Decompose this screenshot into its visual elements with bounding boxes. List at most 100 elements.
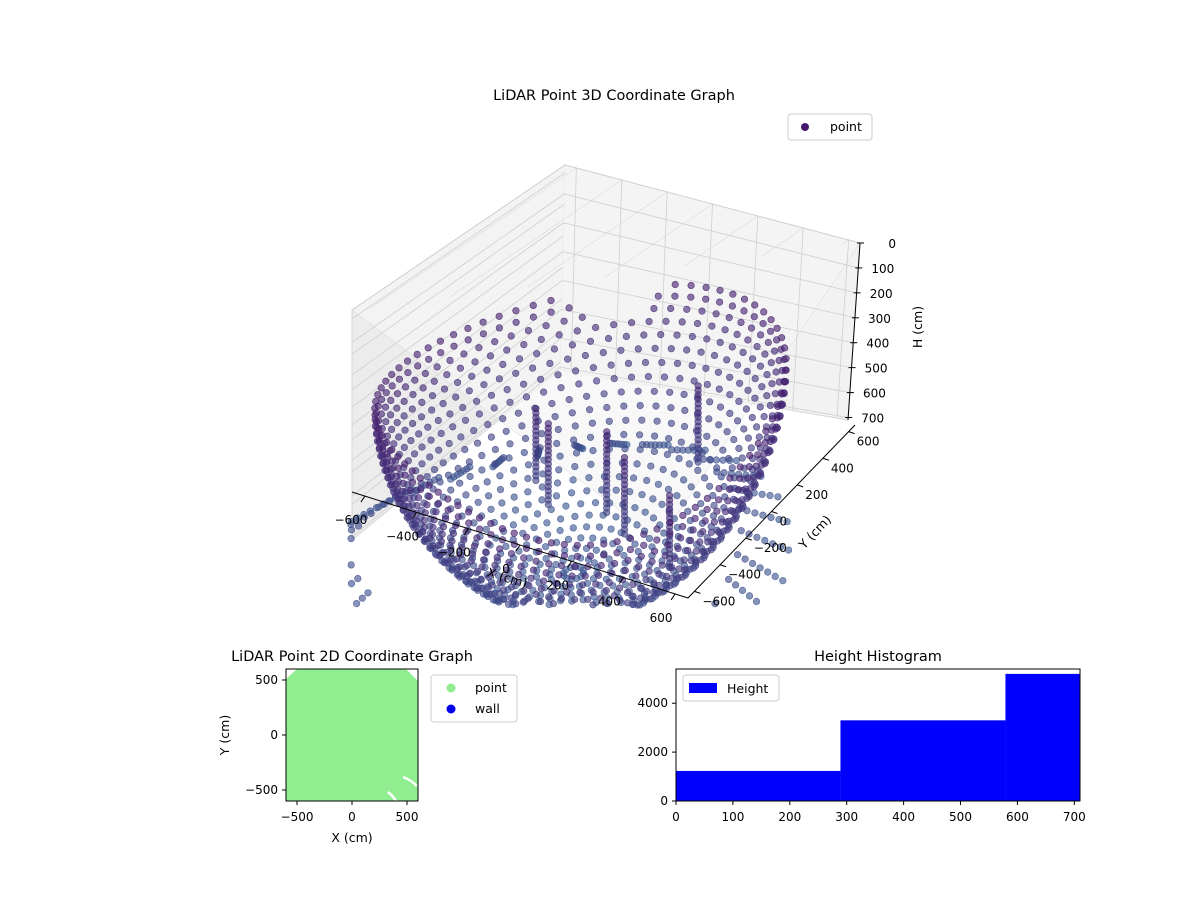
y-axis-label-2d: Y (cm) xyxy=(217,715,232,756)
lidar-point xyxy=(640,541,648,549)
lidar-point xyxy=(500,595,508,603)
lidar-point xyxy=(664,485,673,494)
lidar-point xyxy=(779,577,787,585)
z-axis-label: H (cm) xyxy=(910,306,925,348)
lidar-point xyxy=(700,474,709,482)
lidar-point xyxy=(766,401,775,410)
lidar-point xyxy=(372,504,381,512)
legend-marker-point-2d xyxy=(446,683,456,693)
lidar-point xyxy=(654,480,663,488)
grid-line-x xyxy=(570,167,577,372)
histogram-title: Height Histogram xyxy=(814,649,942,665)
lidar-point xyxy=(388,370,396,379)
lidar-point xyxy=(649,514,658,522)
lidar-point xyxy=(751,509,759,517)
lidar-point xyxy=(585,474,593,482)
lidar-point xyxy=(473,397,481,405)
histogram-bar xyxy=(1005,673,1080,801)
lidar-point xyxy=(734,486,742,494)
lidar-point xyxy=(657,331,665,339)
lidar-point xyxy=(567,489,576,497)
lidar-point xyxy=(610,592,618,600)
lidar-point xyxy=(693,319,702,328)
lidar-point xyxy=(456,563,464,571)
lidar-point xyxy=(390,440,398,448)
lidar-point xyxy=(454,464,462,473)
lidar-point xyxy=(741,555,749,563)
lidar-point xyxy=(553,439,561,448)
lidar-point xyxy=(578,313,586,321)
lidar-point xyxy=(544,420,552,428)
lidar-point xyxy=(694,382,702,390)
lidar-point xyxy=(589,601,597,609)
lidar-point xyxy=(565,580,574,589)
lidar-point xyxy=(381,403,390,411)
lidar-point xyxy=(637,584,645,592)
lidar-point xyxy=(537,335,545,344)
lidar-point xyxy=(665,492,674,500)
empty-corner-top-left xyxy=(286,669,297,679)
lidar-point xyxy=(388,457,396,465)
lidar-point xyxy=(733,417,742,425)
lidar-point xyxy=(521,434,530,443)
lidar-point xyxy=(708,322,716,330)
lidar-point xyxy=(726,391,734,399)
lidar-point xyxy=(372,418,381,426)
lidar-point xyxy=(631,540,639,548)
lidar-point xyxy=(711,600,719,608)
lidar-point xyxy=(706,398,714,406)
lidar-point xyxy=(650,579,658,587)
lidar-point xyxy=(592,580,600,588)
lidar-point xyxy=(650,432,659,440)
lidar-point xyxy=(581,351,590,360)
lidar-point xyxy=(423,473,431,481)
x-tick-label-2d: −500 xyxy=(281,810,314,824)
lidar-point xyxy=(667,345,675,353)
lidar-point xyxy=(643,476,651,485)
lidar-point xyxy=(393,419,401,427)
z-axis-ticks: 0 100 200 300 400 500 600 700 xyxy=(845,237,896,426)
grid-line-x xyxy=(614,179,623,380)
y-tick-mark xyxy=(848,431,855,435)
lidar-point xyxy=(737,527,745,535)
lidar-point xyxy=(448,537,456,545)
lidar-point xyxy=(769,540,777,548)
lidar-point xyxy=(588,419,597,427)
lidar-point xyxy=(699,547,707,556)
lidar-point xyxy=(515,547,523,555)
lidar-point xyxy=(577,500,585,508)
lidar-point xyxy=(781,378,789,386)
lidar-point xyxy=(688,361,696,370)
lidar-point xyxy=(766,327,775,335)
lidar-point xyxy=(650,547,659,555)
lidar-point xyxy=(539,577,548,585)
lidar-point xyxy=(393,390,402,398)
lidar-point xyxy=(530,523,538,532)
chart-histogram: Height Histogram 0 100 200 300 400 500 600 7000… xyxy=(637,649,1085,824)
lidar-point xyxy=(470,427,478,435)
lidar-point xyxy=(545,593,553,601)
lidar-point xyxy=(726,409,734,418)
lidar-point xyxy=(678,318,686,326)
lidar-point xyxy=(478,452,486,460)
lidar-point xyxy=(775,515,783,524)
lidar-point xyxy=(581,572,589,580)
lidar-point xyxy=(733,551,742,559)
lidar-point xyxy=(613,538,621,546)
legend-patch-height xyxy=(689,683,717,693)
lidar-point xyxy=(466,472,474,481)
lidar-point xyxy=(671,280,679,289)
lidar-point xyxy=(640,530,648,538)
lidar-point xyxy=(671,554,679,563)
lidar-point xyxy=(543,530,552,538)
hist-x-tick-label: 700 xyxy=(1063,810,1086,824)
hist-y-tick-label: 0 xyxy=(660,794,668,808)
lidar-point xyxy=(524,327,533,335)
lidar-point xyxy=(411,376,419,384)
lidar-point xyxy=(409,419,417,428)
lidar-point xyxy=(750,313,758,321)
lidar-point xyxy=(701,517,709,525)
grid-line-x xyxy=(449,179,622,298)
lidar-point xyxy=(610,559,619,568)
